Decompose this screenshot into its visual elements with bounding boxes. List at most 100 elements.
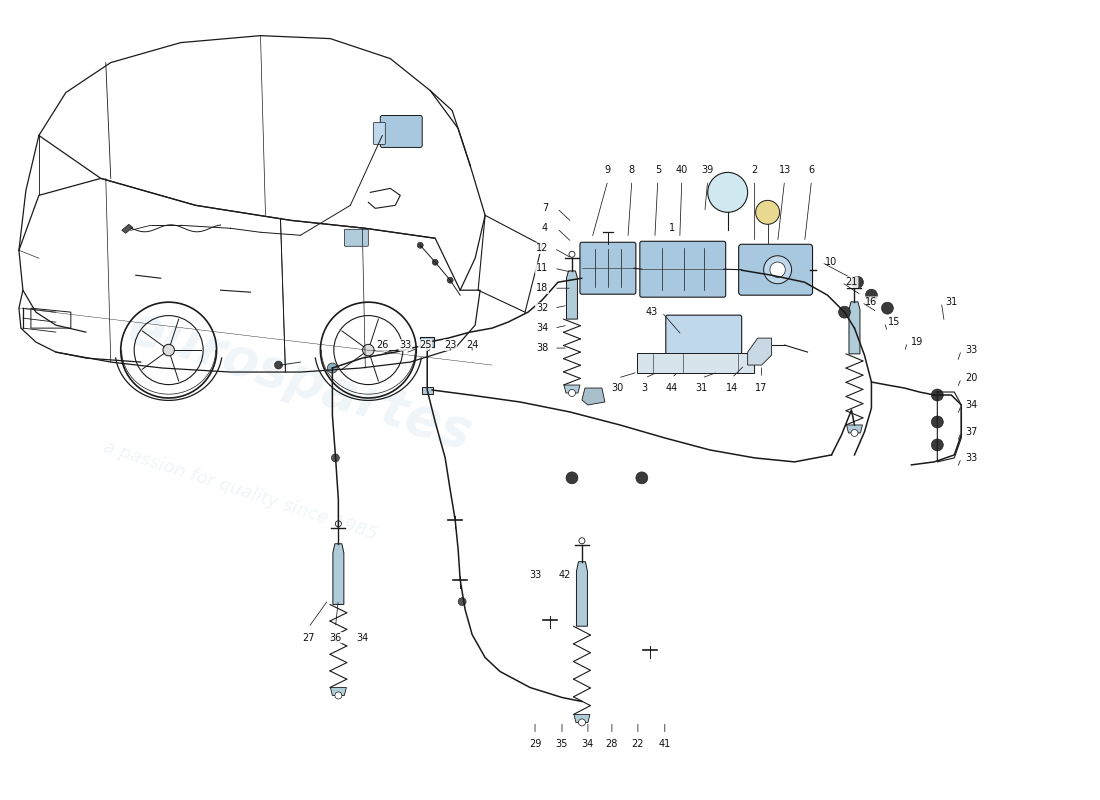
Text: 33: 33	[965, 453, 978, 463]
Polygon shape	[847, 425, 862, 433]
Polygon shape	[849, 302, 860, 354]
FancyBboxPatch shape	[420, 337, 433, 346]
Text: a passion for quality since 1985: a passion for quality since 1985	[101, 438, 380, 544]
Polygon shape	[582, 388, 605, 405]
Circle shape	[417, 242, 424, 248]
Circle shape	[838, 306, 850, 318]
Circle shape	[275, 361, 283, 369]
FancyBboxPatch shape	[637, 353, 754, 373]
Text: 16: 16	[866, 297, 878, 307]
FancyBboxPatch shape	[666, 315, 741, 354]
Text: 11: 11	[536, 263, 548, 274]
Text: 18: 18	[536, 283, 548, 293]
Text: 34: 34	[965, 400, 978, 410]
Circle shape	[569, 390, 575, 397]
Circle shape	[579, 719, 585, 726]
Circle shape	[866, 289, 878, 301]
Text: 21: 21	[845, 278, 858, 287]
Polygon shape	[566, 271, 578, 319]
Circle shape	[566, 472, 578, 484]
Text: 34: 34	[356, 633, 369, 642]
Text: 33: 33	[399, 340, 411, 350]
FancyBboxPatch shape	[344, 230, 369, 246]
Polygon shape	[574, 714, 590, 722]
Circle shape	[756, 200, 780, 224]
Text: 30: 30	[612, 383, 624, 393]
Circle shape	[432, 259, 438, 266]
Text: 31: 31	[945, 297, 957, 307]
Text: 9: 9	[605, 166, 610, 175]
Circle shape	[163, 344, 175, 356]
Text: 2: 2	[751, 166, 758, 175]
Polygon shape	[330, 687, 346, 695]
Circle shape	[770, 262, 785, 278]
Text: 1: 1	[669, 223, 675, 234]
Text: 36: 36	[329, 633, 341, 642]
Text: 41: 41	[659, 739, 671, 750]
FancyBboxPatch shape	[381, 115, 422, 147]
Text: 44: 44	[666, 383, 678, 393]
Circle shape	[881, 302, 893, 314]
Text: 10: 10	[825, 258, 837, 267]
Text: 15: 15	[888, 317, 901, 327]
Text: 28: 28	[606, 739, 618, 750]
Polygon shape	[122, 224, 133, 234]
Polygon shape	[564, 385, 580, 393]
Circle shape	[932, 416, 944, 428]
FancyBboxPatch shape	[739, 244, 813, 295]
Polygon shape	[333, 544, 344, 605]
Text: 33: 33	[529, 570, 541, 580]
FancyBboxPatch shape	[580, 242, 636, 294]
Text: 34: 34	[536, 323, 548, 333]
Text: 43: 43	[646, 307, 658, 317]
Text: 8: 8	[629, 166, 635, 175]
Circle shape	[328, 363, 338, 373]
Text: 34: 34	[582, 739, 594, 750]
Text: eurospartes: eurospartes	[121, 301, 477, 461]
Text: 13: 13	[779, 166, 791, 175]
Text: 23: 23	[444, 340, 456, 350]
Circle shape	[932, 389, 944, 401]
Text: 27: 27	[302, 633, 315, 642]
Circle shape	[851, 276, 864, 288]
Text: 38: 38	[536, 343, 548, 353]
Text: 32: 32	[536, 303, 548, 313]
Circle shape	[334, 692, 342, 699]
Text: 12: 12	[536, 243, 548, 254]
Text: 25: 25	[419, 340, 431, 350]
FancyBboxPatch shape	[373, 122, 385, 145]
Text: 26: 26	[376, 340, 388, 350]
Circle shape	[448, 278, 453, 283]
Text: 6: 6	[808, 166, 815, 175]
Text: 31: 31	[695, 383, 708, 393]
Text: 40: 40	[675, 166, 688, 175]
Text: 35: 35	[556, 739, 569, 750]
Text: 19: 19	[911, 337, 924, 347]
Circle shape	[932, 439, 944, 451]
Text: 33: 33	[965, 345, 978, 355]
Circle shape	[636, 472, 648, 484]
Circle shape	[331, 454, 340, 462]
Text: 20: 20	[965, 373, 978, 383]
Text: 39: 39	[702, 166, 714, 175]
Circle shape	[763, 256, 792, 284]
Circle shape	[851, 430, 858, 437]
Text: 14: 14	[726, 383, 738, 393]
Text: 4: 4	[542, 223, 548, 234]
Text: 37: 37	[965, 427, 978, 437]
Text: 29: 29	[529, 739, 541, 750]
Text: 3: 3	[641, 383, 648, 393]
FancyBboxPatch shape	[422, 386, 432, 394]
Circle shape	[707, 172, 748, 212]
Circle shape	[363, 344, 374, 356]
Text: 5: 5	[654, 166, 661, 175]
Text: 24: 24	[466, 340, 478, 350]
Circle shape	[459, 598, 466, 606]
Polygon shape	[576, 562, 587, 626]
Text: 42: 42	[559, 570, 571, 580]
Text: 17: 17	[756, 383, 768, 393]
FancyBboxPatch shape	[640, 242, 726, 297]
Text: 22: 22	[631, 739, 645, 750]
Polygon shape	[748, 338, 771, 365]
Text: 7: 7	[542, 203, 548, 214]
